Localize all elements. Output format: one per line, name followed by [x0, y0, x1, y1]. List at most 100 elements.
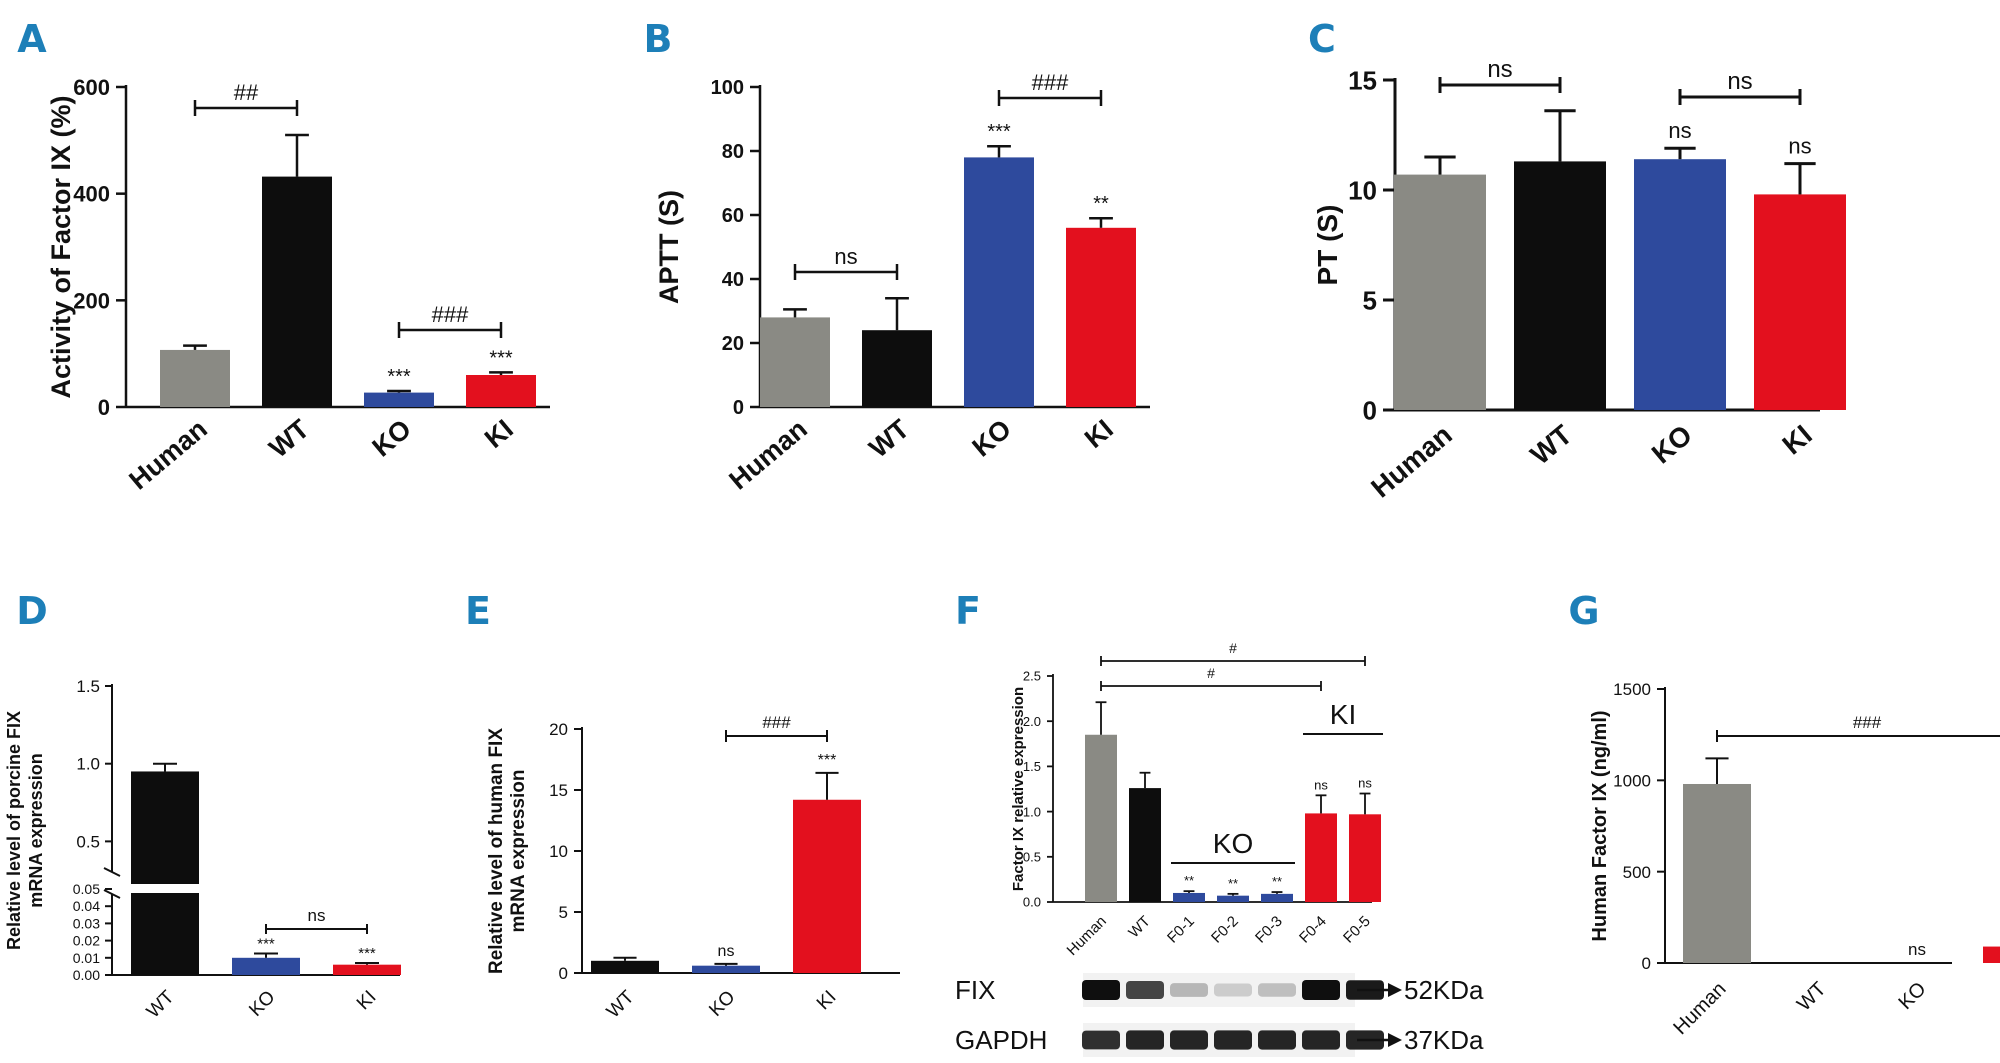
panel-f-ylabel: Factor IX relative expression: [1010, 687, 1027, 891]
panel-c-xtick-wt: WT: [1525, 419, 1578, 471]
panel-g-label: G: [1568, 589, 1599, 633]
panel-f-xtick-f0-5: F0-5: [1340, 913, 1374, 947]
panel-f-annotation-f0-4: ns: [1314, 777, 1328, 792]
panel-f-blot-band: [1214, 983, 1252, 997]
panel-f-blot-band: [1258, 1030, 1296, 1050]
panel-f-label: F: [955, 589, 981, 633]
panel-f-annotation-f0-1: **: [1184, 873, 1194, 888]
panel-d-ytick-label: 1.5: [76, 677, 100, 696]
panel-f-blot-band: [1126, 981, 1164, 999]
panel-f-ytick-label: 1.5: [1023, 759, 1041, 774]
panel-g-annotation-ko: ns: [1908, 940, 1926, 959]
panel-d-ylabel2: mRNA expression: [26, 753, 46, 907]
panel-f-annotation-f0-3: **: [1272, 874, 1282, 889]
panel-b-ylabel: APTT (S): [654, 190, 684, 304]
panel-f-blot-name-fix: FIX: [955, 975, 995, 1005]
panel-a-xtick-human: Human: [123, 414, 212, 496]
panel-c-xtick-human: Human: [1365, 419, 1458, 504]
panel-e-bar-ki: [793, 799, 861, 973]
panel-b-ytick-label: 60: [722, 205, 744, 227]
panel-a-ytick-label: 400: [73, 182, 110, 207]
panel-f-blot-band: [1170, 983, 1208, 997]
panel-f-group-label-ko: KO: [1213, 828, 1253, 859]
panel-f-bar-wt: [1129, 788, 1161, 902]
panel-e-ytick-label: 0: [559, 964, 568, 983]
panel-b-bar-wt: [862, 330, 932, 407]
panel-d-bar-wt-upper: [131, 771, 199, 884]
panel-a-bracket-label: ###: [432, 302, 469, 327]
panel-b-xtick-wt: WT: [863, 413, 915, 463]
panel-g-xtick-wt: WT: [1793, 978, 1831, 1016]
panel-f-bracket-label: #: [1229, 640, 1237, 656]
panel-f-bar-human: [1085, 734, 1117, 902]
panel-b-annotation-ki: **: [1093, 193, 1109, 215]
panel-f-bar-f0-1: [1173, 892, 1205, 902]
panel-a-bar-ko: [364, 392, 434, 407]
panel-a-bracket-label: ##: [234, 80, 259, 105]
panel-f-blot-band: [1258, 983, 1296, 997]
panel-d-bar-ki: [333, 964, 401, 975]
panel-a-bar-ki: [466, 375, 536, 407]
panel-b-xtick-ki: KI: [1079, 414, 1119, 454]
panel-c-bar-ki: [1754, 194, 1846, 410]
panel-a-ylabel: Activity of Factor IX (%): [46, 95, 76, 398]
panel-a-xtick-wt: WT: [263, 413, 315, 463]
panel-d-xtick-ki: KI: [353, 987, 381, 1015]
panel-d-xtick-wt: WT: [143, 986, 179, 1022]
panel-e-ytick-label: 15: [549, 781, 568, 800]
panel-f-blot-band: [1082, 1030, 1120, 1050]
panel-f-xtick-f0-1: F0-1: [1164, 913, 1198, 947]
panel-c-bar-wt: [1514, 161, 1606, 410]
panel-a-bar-wt: [262, 176, 332, 407]
panel-a-annotation-ki: ***: [489, 347, 513, 369]
panel-f-blot-arrow-head: [1388, 983, 1402, 997]
panel-f-bar-f0-5: [1349, 814, 1381, 902]
panel-e-ytick-label: 20: [549, 720, 568, 739]
panel-e-label: E: [465, 589, 491, 633]
panel-e-annotation-ki: ***: [818, 752, 837, 769]
panel-g-bar-ki: [1983, 946, 2000, 963]
panel-d-annotation-ki: ***: [358, 945, 376, 962]
panel-d-ytick-label: 1.0: [76, 755, 100, 774]
panel-e-xtick-wt: WT: [603, 986, 639, 1022]
panel-f-ytick-label: 1.0: [1023, 804, 1041, 819]
panel-f-blot-band: [1126, 1030, 1164, 1050]
panel-f-bar-f0-4: [1305, 813, 1337, 902]
panel-a-annotation-ko: ***: [387, 366, 411, 388]
panel-g-ylabel: Human Factor IX (ng/ml): [1589, 710, 1611, 941]
panel-f-ytick-label: 2.5: [1023, 669, 1041, 684]
panel-d-ytick-label: 0.05: [73, 881, 100, 897]
panel-b-bar-ki: [1066, 227, 1136, 407]
panel-f-xtick-human: Human: [1064, 913, 1110, 959]
panel-d-xtick-ko: KO: [245, 987, 279, 1021]
panel-b-label: B: [644, 17, 673, 61]
panel-g-ytick-label: 500: [1623, 863, 1651, 882]
panel-f-ytick-label: 2.0: [1023, 714, 1041, 729]
panel-f-xtick-f0-3: F0-3: [1252, 913, 1286, 947]
panel-f-blot-band: [1302, 1030, 1340, 1050]
panel-f-blot-band: [1170, 1030, 1208, 1050]
panel-b-xtick-ko: KO: [967, 414, 1017, 463]
panel-f-group-label-ki: KI: [1330, 699, 1356, 730]
panel-d-ytick-label: 0.01: [73, 950, 100, 966]
panel-c-annotation-ki: ns: [1788, 134, 1811, 159]
panel-f-blot-band: [1214, 1030, 1252, 1050]
panel-f-blot-name-gapdh: GAPDH: [955, 1025, 1047, 1055]
panel-e-xtick-ki: KI: [813, 987, 841, 1015]
panel-f-blot-arrow-head: [1388, 1033, 1402, 1047]
panel-g-bracket-label: ###: [1853, 713, 1882, 732]
panel-e-annotation-ko: ns: [718, 943, 735, 960]
panel-f-annotation-f0-5: ns: [1358, 776, 1372, 791]
panel-a-ytick-label: 600: [73, 75, 110, 100]
panel-d-ytick-label: 0.03: [73, 915, 100, 931]
panel-a-xtick-ko: KO: [367, 414, 417, 463]
panel-e-ytick-label: 5: [559, 903, 568, 922]
panel-d-label: D: [16, 589, 48, 633]
panel-f-xtick-f0-2: F0-2: [1208, 913, 1242, 947]
panel-a-label: A: [17, 17, 47, 61]
panel-d-ylabel: Relative level of porcine FIX: [4, 711, 24, 950]
panel-f-blot-marker-52kda: 52KDa: [1404, 975, 1484, 1005]
panel-b-ytick-label: 0: [733, 397, 744, 419]
panel-b-ytick-label: 100: [711, 77, 744, 99]
